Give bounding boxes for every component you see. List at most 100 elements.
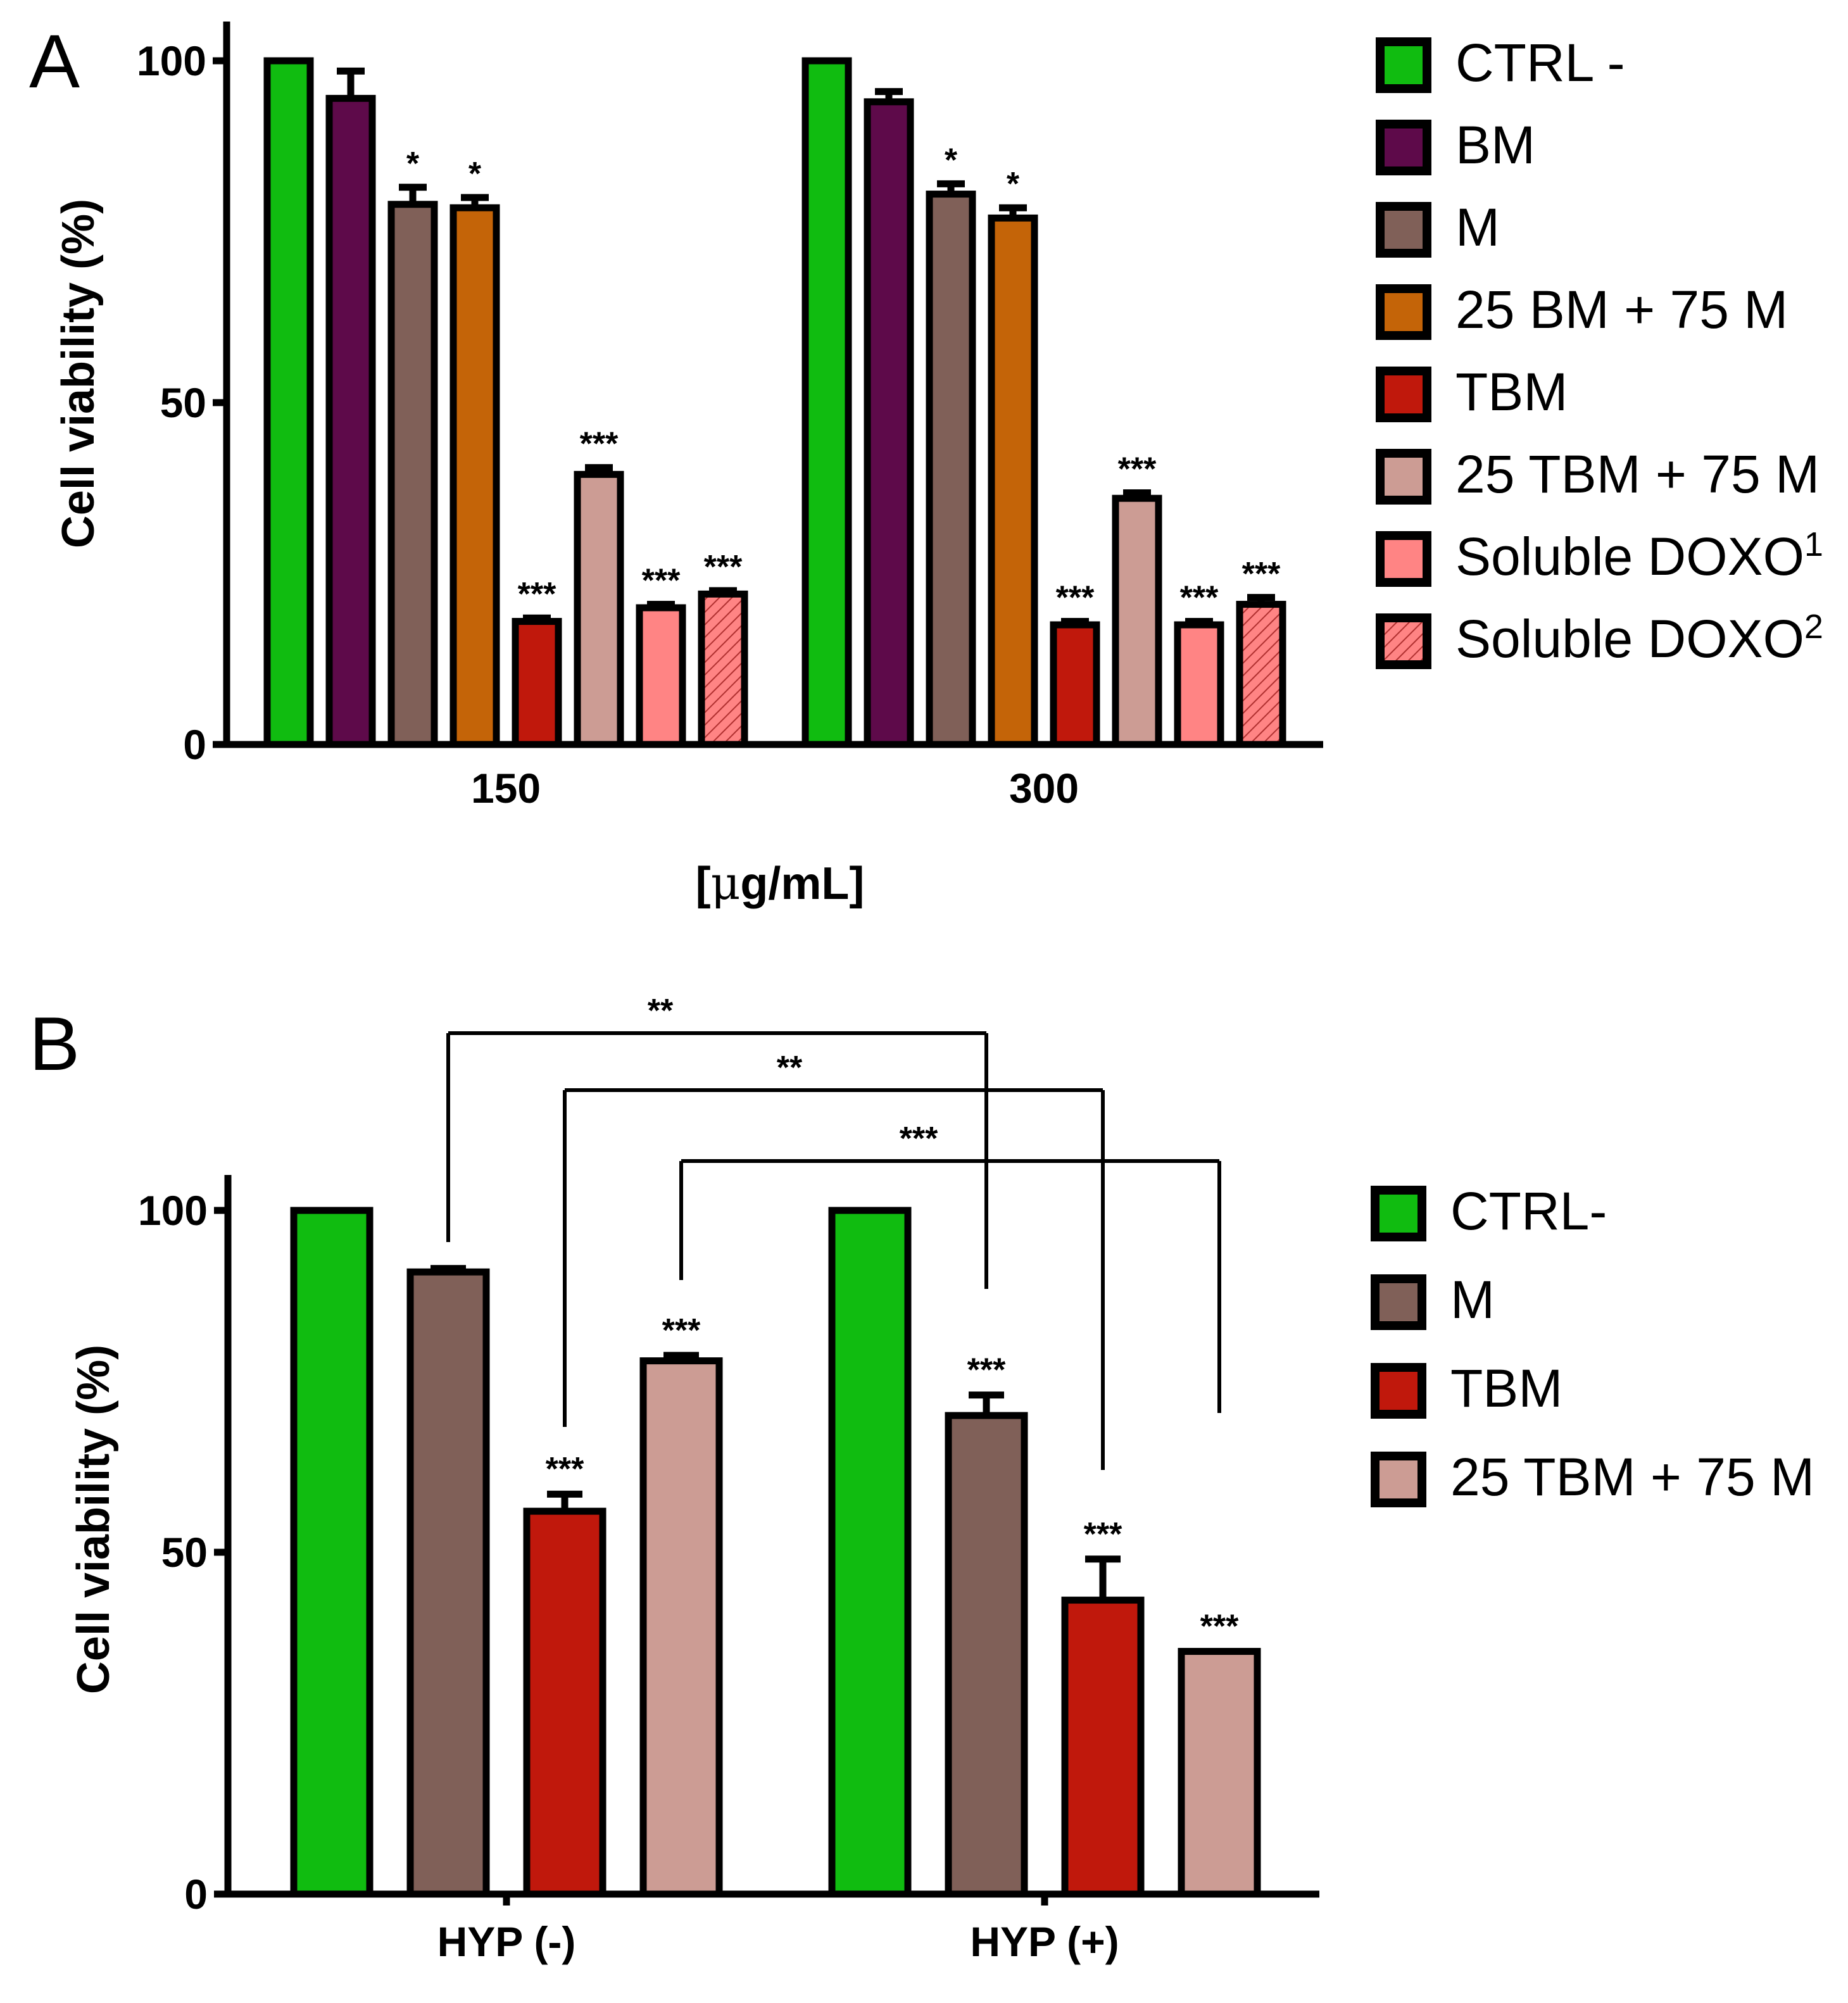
y-tick-label: 0 (183, 721, 206, 768)
y-tick-label: 50 (161, 1529, 208, 1576)
legend-label: Soluble DOXO2 (1455, 608, 1823, 669)
bar (1236, 601, 1286, 748)
significance-label: *** (662, 1312, 701, 1349)
bar (387, 201, 438, 748)
x-tick-label: 150 (471, 765, 541, 812)
legend-swatch (1371, 1186, 1426, 1241)
bar (263, 57, 314, 748)
significance-label: * (945, 142, 958, 179)
x-tick-label: HYP (+) (970, 1918, 1119, 1965)
panel-a-bars: * ********** ***************** (263, 57, 1286, 748)
legend-label-text: TBM (1450, 1359, 1562, 1418)
legend-swatch (1371, 1274, 1426, 1330)
bracket-significance-label: *** (900, 1121, 938, 1157)
panel-b-bars: *** *** *** *** *** (290, 1207, 1261, 1898)
legend-label: CTRL- (1450, 1181, 1607, 1241)
legend-label-text: BM (1455, 115, 1535, 175)
legend-label-text: CTRL- (1450, 1181, 1607, 1241)
significance-label: *** (1118, 451, 1157, 488)
x-tick-label: HYP (-) (437, 1918, 576, 1965)
legend-label-text: Soluble DOXO (1455, 609, 1804, 669)
y-tick-label: 100 (137, 37, 206, 84)
legend-label: CTRL - (1455, 33, 1625, 92)
legend-label-text: 25 TBM + 75 M (1450, 1447, 1814, 1507)
bracket-significance-label: ** (648, 993, 674, 1029)
panel-a: A * ********** ***************** 150 300050… (29, 19, 1823, 910)
significance-label: * (406, 146, 420, 182)
y-tick-label: 100 (138, 1187, 208, 1234)
legend-label-text: 25 TBM + 75 M (1455, 444, 1820, 504)
bar (406, 1268, 490, 1898)
significance-label: *** (642, 563, 681, 600)
panel-a-x-axis-title: [μg/mL] (696, 857, 865, 910)
bar (639, 1357, 723, 1898)
legend-label-text: TBM (1455, 362, 1568, 422)
legend-label-text: 25 BM + 75 M (1455, 280, 1788, 339)
legend-swatch (1376, 367, 1431, 422)
bracket-significance-label: ** (777, 1050, 803, 1086)
legend-label-text: M (1450, 1270, 1495, 1329)
significance-label: *** (546, 1451, 584, 1488)
bar (523, 1507, 607, 1898)
bar (864, 98, 914, 748)
legend-label: 25 TBM + 75 M (1455, 444, 1820, 504)
bar (1112, 494, 1162, 748)
legend-label: 25 TBM + 75 M (1450, 1447, 1814, 1507)
legend-label: TBM (1450, 1359, 1562, 1418)
legend-swatch (1371, 1452, 1426, 1507)
bar (801, 57, 852, 748)
significance-label: *** (518, 576, 556, 613)
bar (290, 1207, 374, 1898)
significance-label: *** (1084, 1516, 1122, 1553)
significance-label: *** (1200, 1609, 1239, 1645)
legend-swatch (1376, 531, 1431, 587)
panel-b-legend: CTRL- M TBM 25 TBM + 75 M (1371, 1181, 1814, 1507)
bar (574, 470, 624, 748)
legend-label-text: M (1455, 198, 1500, 257)
legend-label: Soluble DOXO1 (1455, 525, 1823, 586)
x-tick-label: 300 (1009, 765, 1079, 812)
bar (449, 204, 500, 748)
bar (636, 604, 686, 748)
legend-label: TBM (1455, 362, 1568, 422)
significance-label: *** (580, 426, 619, 463)
legend-label-text: CTRL - (1455, 33, 1625, 92)
bar (988, 214, 1038, 748)
bar (1174, 621, 1224, 748)
legend-label: M (1450, 1270, 1495, 1329)
panel-b-letter: B (29, 1002, 80, 1086)
y-tick-label: 0 (184, 1871, 208, 1918)
bar (926, 191, 976, 748)
bar (1178, 1648, 1261, 1898)
significance-label: *** (967, 1352, 1006, 1389)
panel-a-axes: 150 300 0 50 100 (137, 22, 1323, 812)
bar (1050, 621, 1100, 748)
bar (698, 590, 748, 748)
panel-b-y-axis-title: Cell viability (%) (68, 1345, 119, 1694)
bar (325, 94, 376, 748)
significance-label: *** (704, 549, 743, 586)
legend-swatch (1376, 202, 1431, 258)
bar (1061, 1597, 1145, 1898)
panel-a-legend: CTRL - BM M 25 BM + 75 M TBM 25 TBM + 75 M Sol… (1376, 33, 1823, 669)
significance-label: *** (1056, 580, 1095, 617)
bar (512, 618, 562, 748)
legend-label: BM (1455, 115, 1535, 175)
legend-swatch (1376, 613, 1431, 669)
legend-label: M (1455, 198, 1500, 257)
significance-label: *** (1242, 556, 1281, 593)
legend-label: 25 BM + 75 M (1455, 280, 1788, 339)
legend-swatch (1376, 284, 1431, 340)
legend-superscript: 1 (1804, 525, 1823, 563)
y-tick-label: 50 (160, 379, 206, 426)
legend-swatch (1371, 1363, 1426, 1419)
legend-swatch (1376, 37, 1431, 93)
significance-label: * (1007, 166, 1020, 203)
significance-label: *** (1180, 580, 1219, 617)
bar (945, 1412, 1028, 1898)
panel-a-y-axis-title: Cell viability (%) (53, 199, 104, 548)
legend-superscript: 2 (1804, 608, 1823, 646)
legend-swatch (1376, 449, 1431, 505)
significance-label: * (468, 156, 482, 192)
